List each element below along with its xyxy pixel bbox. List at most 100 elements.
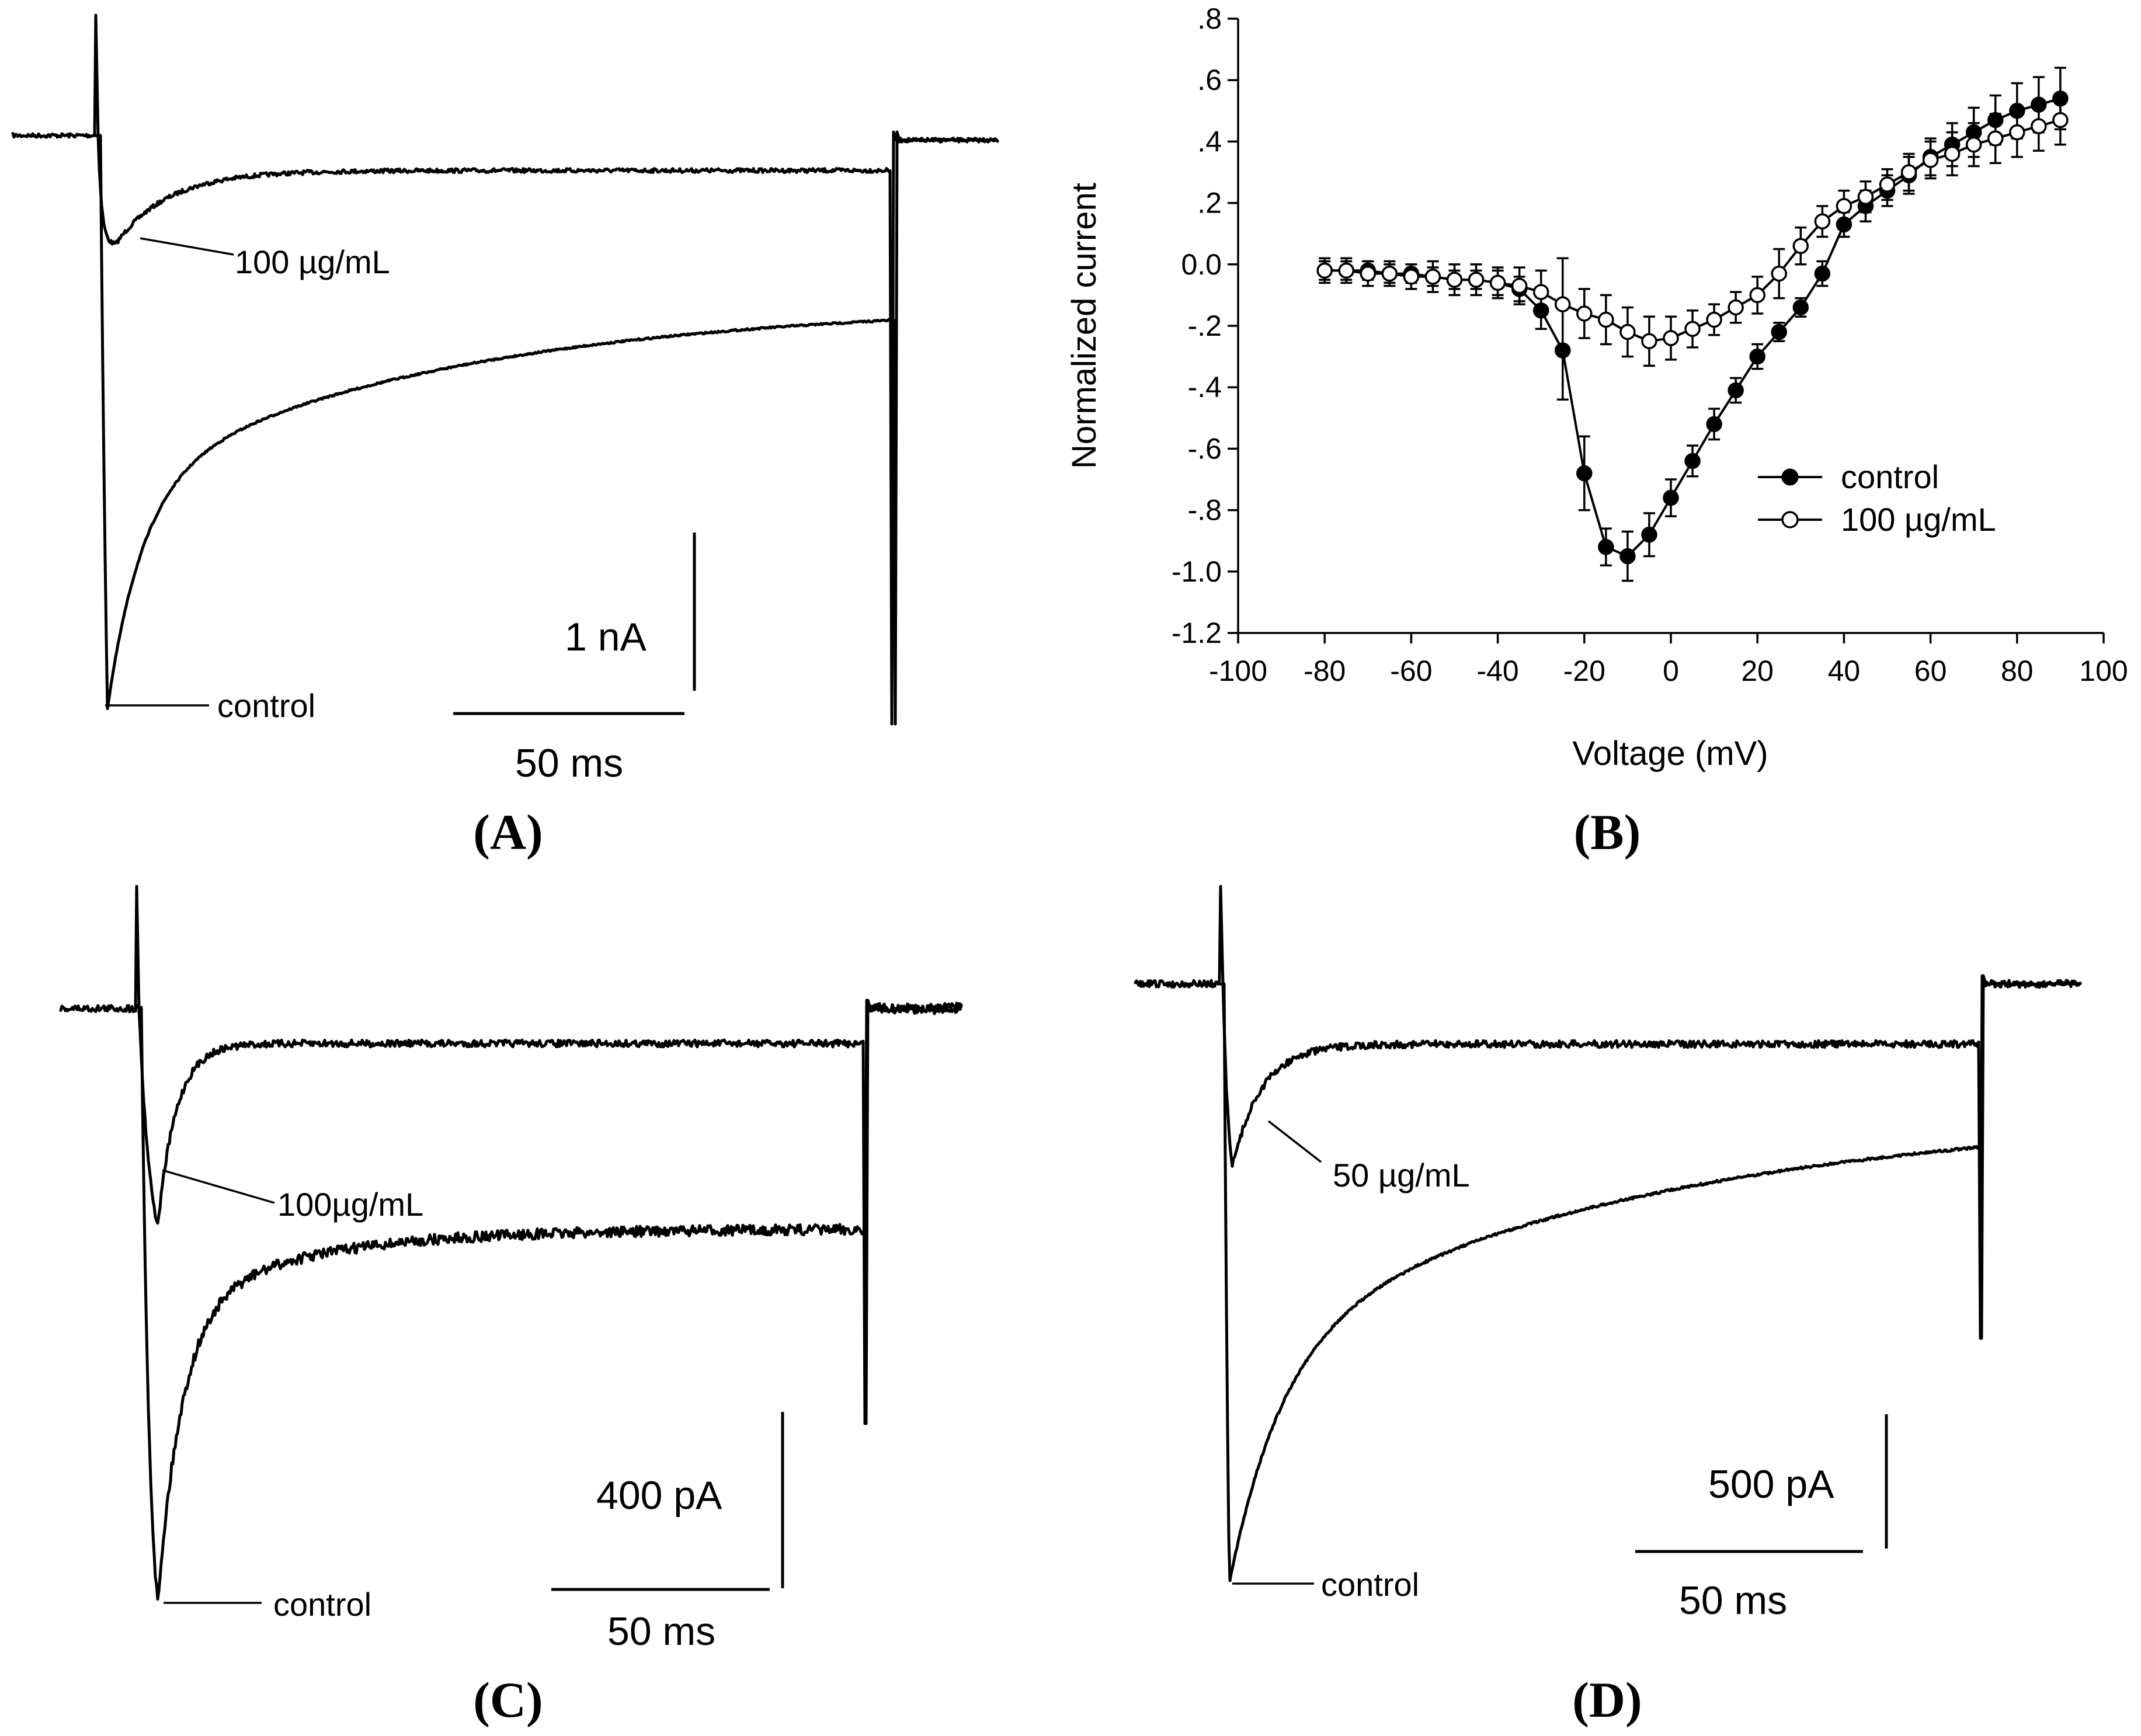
panel-c-control-trace: [135, 999, 963, 1601]
data-point: [1922, 152, 1939, 168]
y-tick-label: -.8: [1188, 494, 1222, 527]
data-point: [1728, 382, 1744, 399]
x-axis-title: Voltage (mV): [1572, 735, 1768, 773]
y-tick-label: .8: [1197, 2, 1222, 35]
x-tick-label: 100: [2079, 655, 2128, 687]
panel-c-amplitude-scale-label: 400 pA: [596, 1473, 722, 1518]
panel-d: 50 µg/mL control 500 pA 50 ms (D): [1134, 885, 2082, 1728]
y-tick-label: .6: [1197, 64, 1222, 96]
x-tick-label: -20: [1563, 655, 1605, 687]
panel-c-drug-label: 100µg/mL: [277, 1186, 423, 1223]
series-drug: [1316, 94, 2069, 367]
data-point: [1641, 333, 1657, 350]
data-point: [1771, 265, 1787, 282]
y-tick-label: -.2: [1188, 309, 1222, 342]
data-point: [1749, 348, 1765, 365]
data-point: [2052, 112, 2069, 128]
data-point: [1576, 465, 1593, 482]
y-tick-label: 0.0: [1181, 248, 1222, 281]
data-point: [1532, 284, 1549, 300]
y-tick-label: -1.0: [1172, 555, 1222, 588]
x-tick-label: 80: [2001, 655, 2034, 687]
panel-a-time-scale-label: 50 ms: [515, 741, 623, 785]
data-point: [1381, 265, 1398, 282]
panel-a-drug-leader: [140, 237, 234, 256]
panel-c: 100µg/mL control 400 pA 50 ms (C): [59, 885, 963, 1728]
data-point: [1684, 321, 1701, 338]
data-point: [1706, 311, 1722, 328]
data-point: [1663, 489, 1679, 506]
y-tick-label: .4: [1197, 125, 1222, 158]
data-point: [1987, 130, 2004, 147]
data-point: [1792, 238, 1809, 254]
x-tick-label: -60: [1390, 655, 1432, 687]
panel-b-label: (B): [1574, 804, 1641, 860]
data-point: [1641, 526, 1657, 543]
y-tick-label: -.6: [1188, 432, 1222, 465]
panel-a-drug-trace: [11, 13, 999, 726]
data-point: [1663, 330, 1679, 346]
data-point: [1489, 274, 1506, 291]
y-axis-title: Normalized current: [1065, 183, 1103, 469]
data-point: [1836, 198, 1852, 214]
data-point: [1706, 416, 1722, 433]
data-point: [1900, 164, 1917, 180]
data-point: [2009, 124, 2025, 141]
panel-d-control-trace: [1219, 974, 2082, 1582]
data-point: [1771, 323, 1787, 340]
panel-c-time-scale-label: 50 ms: [607, 1609, 715, 1654]
data-point: [1576, 305, 1593, 322]
panel-a-control-label: control: [217, 687, 315, 724]
panel-d-drug-trace: [1134, 885, 2082, 1340]
data-point: [1424, 269, 1441, 285]
data-point: [1446, 272, 1463, 288]
data-point: [1360, 265, 1377, 282]
panel-d-drug-leader: [1267, 1120, 1322, 1163]
panel-d-drug-label: 50 µg/mL: [1333, 1157, 1470, 1194]
panel-c-label: (C): [473, 1672, 543, 1728]
data-point: [1619, 548, 1636, 565]
panel-d-label: (D): [1572, 1672, 1642, 1728]
x-tick-label: 40: [1828, 655, 1861, 687]
y-tick-label: .2: [1197, 187, 1222, 220]
x-tick-label: -40: [1476, 655, 1518, 687]
x-tick-label: 20: [1741, 655, 1774, 687]
legend-drug-marker: [1781, 511, 1799, 528]
data-point: [1555, 296, 1571, 312]
x-tick-label: 60: [1914, 655, 1947, 687]
data-point: [1598, 311, 1614, 328]
y-tick-label: -1.2: [1172, 617, 1222, 649]
data-point: [1684, 453, 1701, 469]
data-point: [1598, 538, 1614, 555]
legend-control-marker: [1781, 468, 1799, 486]
x-tick-label: -80: [1304, 655, 1346, 687]
panel-d-control-label: control: [1321, 1566, 1419, 1603]
panel-b: -1.2 -1.0 -.8 -.6 -.4 -.2 0.0 .2 .4 .6 .8 -100 -80 -…: [1065, 2, 2128, 860]
data-point: [2031, 118, 2047, 134]
panel-a-label: (A): [473, 804, 543, 860]
panel-a-control-trace: [94, 130, 999, 726]
y-tick-label: -.4: [1188, 371, 1222, 403]
panel-d-time-scale-label: 50 ms: [1679, 1578, 1787, 1623]
data-point: [1468, 272, 1485, 288]
panel-a: 100 µg/mL control 1 nA 50 ms (A): [11, 13, 999, 860]
legend-drug-label: 100 µg/mL: [1841, 501, 1996, 538]
x-tick-label: 0: [1663, 655, 1679, 687]
data-point: [1792, 299, 1809, 316]
data-point: [1814, 213, 1831, 229]
data-point: [1814, 265, 1831, 282]
panel-c-drug-trace: [59, 885, 963, 1425]
data-point: [1403, 269, 1420, 285]
panel-c-control-label: control: [273, 1586, 371, 1623]
x-tick-label: -100: [1209, 655, 1267, 687]
data-point: [1879, 176, 1896, 193]
data-point: [1619, 323, 1636, 340]
data-point: [1857, 189, 1874, 205]
panel-a-drug-label: 100 µg/mL: [235, 243, 390, 280]
legend: control 100 µg/mL: [1758, 458, 1996, 538]
data-point: [1511, 277, 1528, 294]
panel-c-drug-leader: [162, 1169, 275, 1204]
data-point: [1965, 136, 1982, 153]
data-point: [1728, 299, 1744, 316]
